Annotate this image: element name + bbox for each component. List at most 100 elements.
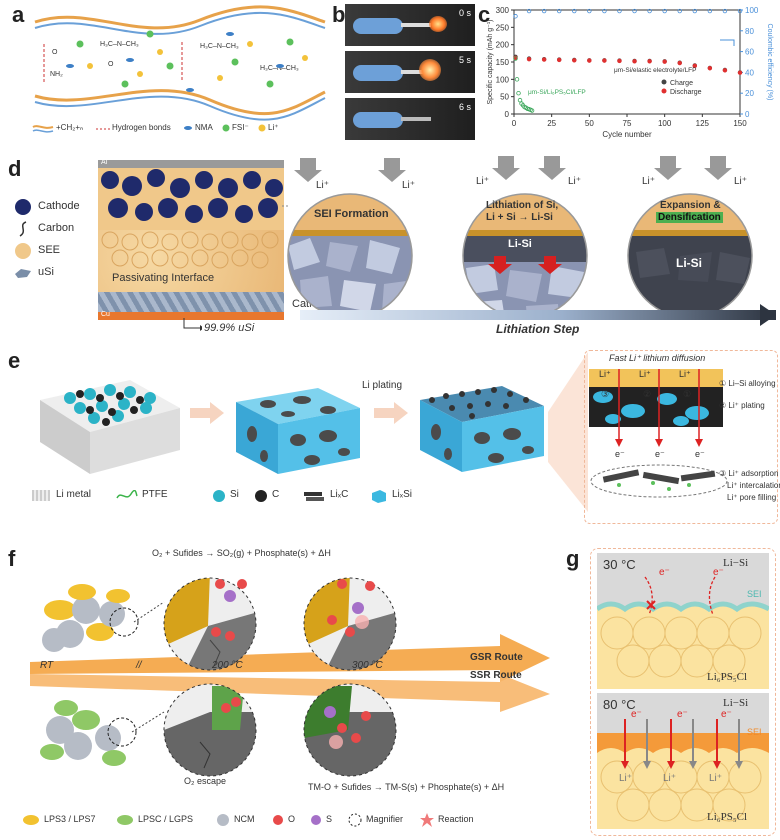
flame-photo-0s: 0 s — [345, 4, 475, 46]
panel-d-letter: d — [8, 156, 22, 181]
legend-si: Si — [230, 489, 239, 500]
electron-top-a: e⁻ — [659, 567, 670, 578]
inset-li-c: Li⁺ — [679, 369, 691, 379]
y-tick-label: 0 — [505, 110, 510, 119]
oxygen-legend-icon — [273, 815, 283, 825]
fsi-legend-icon — [222, 124, 230, 132]
inset-li-a: Li⁺ — [599, 369, 611, 379]
lps-legend-icon — [23, 815, 39, 825]
inset-electron-b: e⁻ — [655, 449, 665, 459]
series-2-point — [662, 8, 667, 14]
legend-charge-marker — [661, 79, 667, 85]
li-si-top: Li−Si — [723, 557, 749, 569]
legend-reaction: Reaction — [438, 814, 474, 824]
legend-discharge-marker — [661, 88, 667, 94]
process-arrow-1 — [190, 402, 224, 424]
y2-tick-label: 0 — [745, 110, 750, 119]
series-3-point — [516, 90, 521, 96]
carbon-legend-icon — [19, 221, 27, 237]
panel-g-letter: g — [566, 546, 580, 571]
step-adsorption: ③ Li⁺ adsorption — [719, 469, 779, 478]
o2-escape-label: O₂ escape — [184, 776, 227, 786]
panel-b-letter: b — [332, 2, 346, 27]
temp-30c: 30 °C — [603, 557, 636, 572]
hbond-legend-icon — [96, 128, 110, 130]
inset-title: Fast Li⁺ lithium diffusion — [609, 353, 706, 363]
electron-top-b: e⁻ — [713, 567, 724, 578]
cathode-legend-icon — [15, 199, 31, 215]
li-metal-legend-icon — [32, 490, 50, 501]
x-tick-label: 50 — [585, 119, 594, 128]
series-1-point — [587, 58, 592, 63]
usi-purity-label: 99.9% uSi — [204, 322, 255, 334]
thermal-routes — [30, 577, 550, 777]
sei-bottom: SEI — [747, 727, 762, 737]
legend-li-metal: Li metal — [56, 489, 92, 500]
see-legend-icon — [15, 243, 31, 259]
li-legend-icon — [258, 124, 266, 132]
li-plus-1b: Li⁺ — [402, 180, 416, 191]
legend-fsi: FSI⁻ — [232, 123, 249, 132]
cell-cross-section: Al Passivating Interface Cu — [98, 159, 284, 320]
time-5s: 5 s — [458, 55, 471, 65]
series-3-point — [514, 77, 520, 82]
sei-top: SEI — [747, 589, 762, 599]
legend-ncm: NCM — [234, 814, 255, 824]
flame-photo-6s: 6 s — [345, 98, 475, 140]
legend-c: C — [272, 489, 280, 500]
x-tick-label: 0 — [512, 119, 517, 128]
series-2-point — [737, 8, 743, 14]
series-1-point — [632, 59, 637, 64]
lithiation-label-line1: Lithiation of Si, — [486, 200, 559, 211]
break-label: // — [136, 660, 142, 671]
passivating-interface-label: Passivating Interface — [112, 272, 215, 284]
inset-num-3: ③ — [601, 389, 610, 399]
inset-li-b: Li⁺ — [639, 369, 651, 379]
y2-tick-label: 20 — [745, 89, 754, 98]
si-c-block — [236, 388, 360, 474]
y2-tick-label: 100 — [745, 6, 759, 15]
series-1-point — [692, 63, 697, 69]
step-alloying: ① Li–Si alloying — [719, 379, 776, 388]
x-tick-label: 75 — [623, 119, 632, 128]
al-current-collector: Al — [98, 159, 284, 168]
x-tick-label: 150 — [733, 119, 747, 128]
series-2-point — [556, 8, 562, 14]
legend-lixc: LiₓC — [330, 489, 349, 500]
li-plus-2a: Li⁺ — [476, 176, 490, 187]
time-0s: 0 s — [458, 8, 471, 18]
reaction-legend-icon — [420, 813, 434, 827]
series-2-point — [647, 8, 652, 14]
cycling-chart: 0 25 50 75 100 125 150050100150200250300020406… — [487, 6, 773, 139]
series-1-point — [737, 70, 743, 75]
inset-electron-c: e⁻ — [695, 449, 705, 459]
legend-polymer: +CH₂+ₙ — [56, 123, 84, 132]
li-si-label-2: Li-Si — [508, 238, 532, 250]
legend-lixsi: LiₓSi — [392, 489, 412, 500]
li-si-label-3: Li-Si — [676, 256, 702, 270]
legend-magnifier: Magnifier — [366, 814, 404, 824]
series-2-point — [722, 8, 728, 14]
series-2-point — [677, 8, 682, 14]
series-3-point — [517, 97, 523, 103]
cu-current-collector: Cu — [98, 311, 284, 320]
legend-lpsc: LPSC / LGPS — [138, 814, 194, 824]
x-axis-label: Cycle number — [602, 130, 652, 139]
panel-a-letter: a — [12, 2, 25, 27]
ce-axis-arrow — [720, 39, 735, 46]
sulfur-legend-icon — [311, 815, 321, 825]
li-plus-2b: Li⁺ — [568, 176, 582, 187]
y2-axis-label: Coulombic efficiency (%) — [766, 24, 773, 101]
electron-bot-b: e⁻ — [677, 709, 688, 720]
y-tick-label: 300 — [496, 6, 510, 15]
electron-bot-a: e⁻ — [631, 709, 642, 720]
legend-lps: LPS3 / LPS7 — [44, 814, 96, 824]
t200-label: 200 °C — [212, 660, 243, 671]
series-1-point — [602, 58, 607, 63]
series-2-point — [513, 14, 518, 19]
series-1-point — [647, 59, 652, 64]
t300-label: 300 °C — [352, 660, 383, 671]
series-1-point — [556, 57, 562, 63]
interface-panel: 30 °C Li−Si e⁻ e⁻ SEI Li₆PS₅Cl 80 °C Li−… — [590, 548, 776, 836]
step-plating: ② Li⁺ plating — [719, 401, 765, 410]
